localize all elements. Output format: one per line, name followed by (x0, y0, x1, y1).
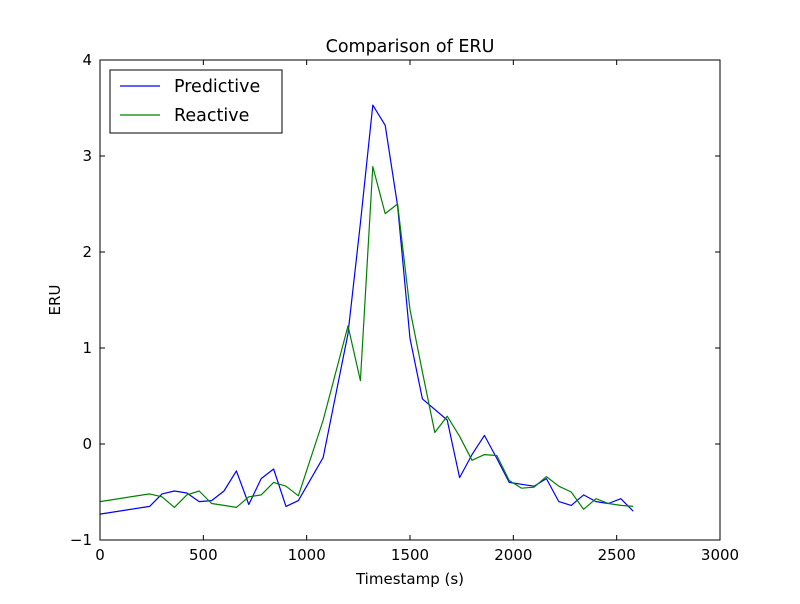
legend: Predictive Reactive (109, 69, 283, 134)
x-axis-label: Timestamp (s) (355, 570, 464, 588)
series-line-predictive (99, 104, 634, 515)
legend-label-predictive: Predictive (174, 77, 260, 97)
series-line-reactive (99, 166, 634, 510)
x-tick-label: 3000 (701, 546, 739, 564)
x-tick-label: 2500 (598, 546, 636, 564)
y-tick-label: 3 (82, 147, 92, 165)
y-tick-label: 4 (82, 51, 92, 69)
y-tick-label: 2 (82, 243, 92, 261)
y-tick-label: 1 (82, 339, 92, 357)
x-tick-label: 2000 (494, 546, 532, 564)
y-tick-label: −1 (70, 531, 92, 549)
y-tick-label: 0 (82, 435, 92, 453)
series-layer (99, 104, 634, 515)
legend-box (109, 69, 283, 134)
x-tick-label: 500 (189, 546, 218, 564)
x-tick-label: 0 (95, 546, 105, 564)
chart-title: Comparison of ERU (326, 37, 495, 57)
legend-label-reactive: Reactive (174, 106, 249, 126)
x-tick-label: 1000 (288, 546, 326, 564)
y-axis-label: ERU (46, 285, 64, 316)
x-tick-label: 1500 (391, 546, 429, 564)
